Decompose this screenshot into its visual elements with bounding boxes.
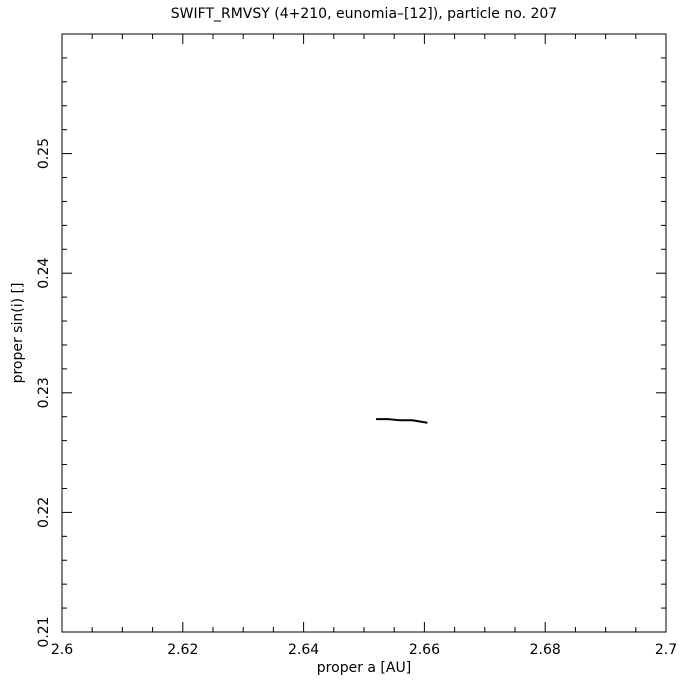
x-tick-label: 2.62 (167, 642, 198, 658)
plot-frame (61, 33, 667, 633)
x-tick-label: 2.64 (288, 642, 319, 658)
y-tick-label: 0.23 (36, 377, 52, 408)
y-tick-label: 0.22 (36, 497, 52, 528)
x-tick-label: 2.6 (51, 642, 73, 658)
y-axis-label: proper sin(i) [] (10, 283, 26, 384)
data-line (376, 418, 428, 424)
x-tick-label: 2.66 (409, 642, 440, 658)
x-axis-label: proper a [AU] (317, 660, 411, 676)
y-tick-label: 0.24 (36, 258, 52, 289)
x-tick-label: 2.7 (655, 642, 677, 658)
y-tick-label: 0.25 (36, 138, 52, 169)
y-tick-label: 0.21 (36, 616, 52, 647)
x-tick-label: 2.68 (530, 642, 561, 658)
chart-title: SWIFT_RMVSY (4+210, eunomia–[12]), parti… (171, 6, 557, 22)
